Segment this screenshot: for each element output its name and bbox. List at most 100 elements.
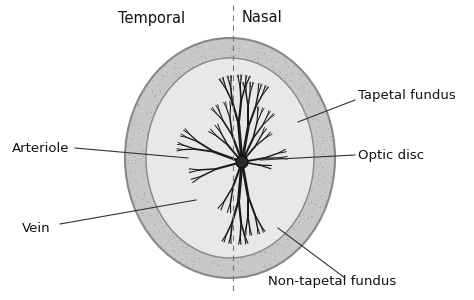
Point xyxy=(268,64,276,69)
Point xyxy=(189,259,197,264)
Point xyxy=(264,265,271,270)
Point xyxy=(298,85,305,90)
Point xyxy=(214,52,221,57)
Point xyxy=(319,141,326,146)
Point xyxy=(258,52,266,56)
Point xyxy=(167,240,175,245)
Point xyxy=(208,46,216,51)
Point xyxy=(314,172,322,177)
Point xyxy=(286,77,293,82)
Point xyxy=(315,124,323,129)
Point xyxy=(298,212,306,216)
Point xyxy=(316,207,324,212)
Point xyxy=(329,146,337,151)
Point xyxy=(198,59,205,64)
Point xyxy=(275,72,283,76)
Point xyxy=(237,268,245,273)
Point xyxy=(147,213,155,218)
Point xyxy=(327,189,335,194)
Point xyxy=(318,101,325,106)
Point xyxy=(259,46,266,51)
Point xyxy=(137,167,145,172)
Point xyxy=(284,243,292,248)
Point xyxy=(152,108,160,113)
Point xyxy=(304,216,312,220)
Point xyxy=(183,250,191,255)
Point xyxy=(315,178,323,183)
Point xyxy=(276,69,283,74)
Point xyxy=(311,85,319,90)
Point xyxy=(249,57,256,62)
Point xyxy=(319,169,326,174)
Point xyxy=(153,102,160,107)
Point xyxy=(140,190,147,194)
Point xyxy=(131,170,138,175)
Point xyxy=(122,139,130,144)
Point xyxy=(179,64,187,69)
Point xyxy=(135,169,143,174)
Point xyxy=(187,258,194,263)
Point xyxy=(280,247,287,252)
Point xyxy=(313,116,320,121)
Point xyxy=(171,61,178,65)
Point xyxy=(140,217,148,221)
Point xyxy=(161,222,169,227)
Point xyxy=(317,196,325,201)
Point xyxy=(317,154,324,159)
Point xyxy=(316,147,323,152)
Point xyxy=(137,120,144,124)
Point xyxy=(176,237,183,242)
Point xyxy=(288,230,295,234)
Point xyxy=(157,73,164,77)
Point xyxy=(210,269,218,274)
Point xyxy=(133,179,141,184)
Point xyxy=(143,199,151,204)
Point xyxy=(272,261,280,266)
Point xyxy=(129,201,137,206)
Point xyxy=(255,46,262,50)
Point xyxy=(195,249,202,254)
Point xyxy=(141,144,148,149)
Point xyxy=(322,156,330,161)
Point xyxy=(144,85,151,89)
Point xyxy=(143,127,150,131)
Point xyxy=(191,248,199,253)
Point xyxy=(314,204,322,209)
Point xyxy=(188,64,196,69)
Point xyxy=(295,219,302,224)
Point xyxy=(310,208,317,213)
Point xyxy=(234,268,242,273)
Point xyxy=(135,199,142,204)
Point xyxy=(296,85,303,90)
Point xyxy=(127,142,134,147)
Point xyxy=(327,134,334,139)
Point xyxy=(202,255,210,260)
Point xyxy=(138,202,146,206)
Point xyxy=(170,78,177,83)
Point xyxy=(308,200,315,204)
Point xyxy=(198,45,205,50)
Point xyxy=(255,57,262,62)
Point xyxy=(181,262,189,267)
Point xyxy=(316,96,324,101)
Point xyxy=(190,259,197,263)
Point xyxy=(311,207,319,212)
Point xyxy=(288,248,295,253)
Point xyxy=(133,102,141,107)
Point xyxy=(131,190,138,195)
Point xyxy=(212,38,220,43)
Point xyxy=(322,180,329,185)
Point xyxy=(129,184,137,189)
Point xyxy=(146,100,154,104)
Point xyxy=(151,94,159,99)
Point xyxy=(195,44,202,49)
Point xyxy=(312,130,319,135)
Point xyxy=(224,45,231,50)
Point xyxy=(330,168,337,173)
Text: Optic disc: Optic disc xyxy=(358,148,424,161)
Point xyxy=(215,258,222,263)
Point xyxy=(308,116,316,121)
Point xyxy=(312,142,319,147)
Point xyxy=(215,261,222,266)
Point xyxy=(142,223,149,228)
